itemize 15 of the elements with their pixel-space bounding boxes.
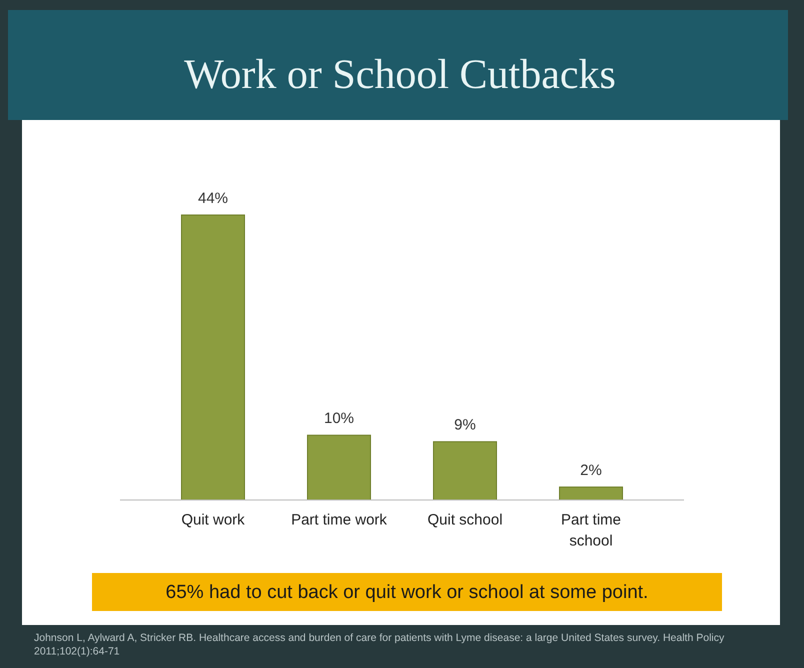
text: 65% had to cut back or quit work or school at some point. <box>166 582 648 603</box>
bar <box>433 441 497 500</box>
data-label: 44% <box>198 190 228 207</box>
chart-title: Work or School Cutbacks <box>184 52 616 98</box>
bar <box>181 214 245 500</box>
data-label: 2% <box>580 462 602 480</box>
text: Johnson L, Aylward A, Stricker RB. Healthcare access and burden of care for patients with Lyme disease: a large United States survey. Health Policy 2011;102(1):64-71 <box>34 632 725 658</box>
bar <box>559 486 623 500</box>
data-label: 9% <box>454 416 476 434</box>
x-tick-label: Part time work <box>291 512 388 529</box>
x-tick-label: Quit school <box>427 512 503 529</box>
data-label: 10% <box>324 410 354 428</box>
x-tick-label: Part time school <box>560 512 622 550</box>
bar <box>307 434 371 500</box>
x-tick-label: Quit work <box>181 512 246 529</box>
